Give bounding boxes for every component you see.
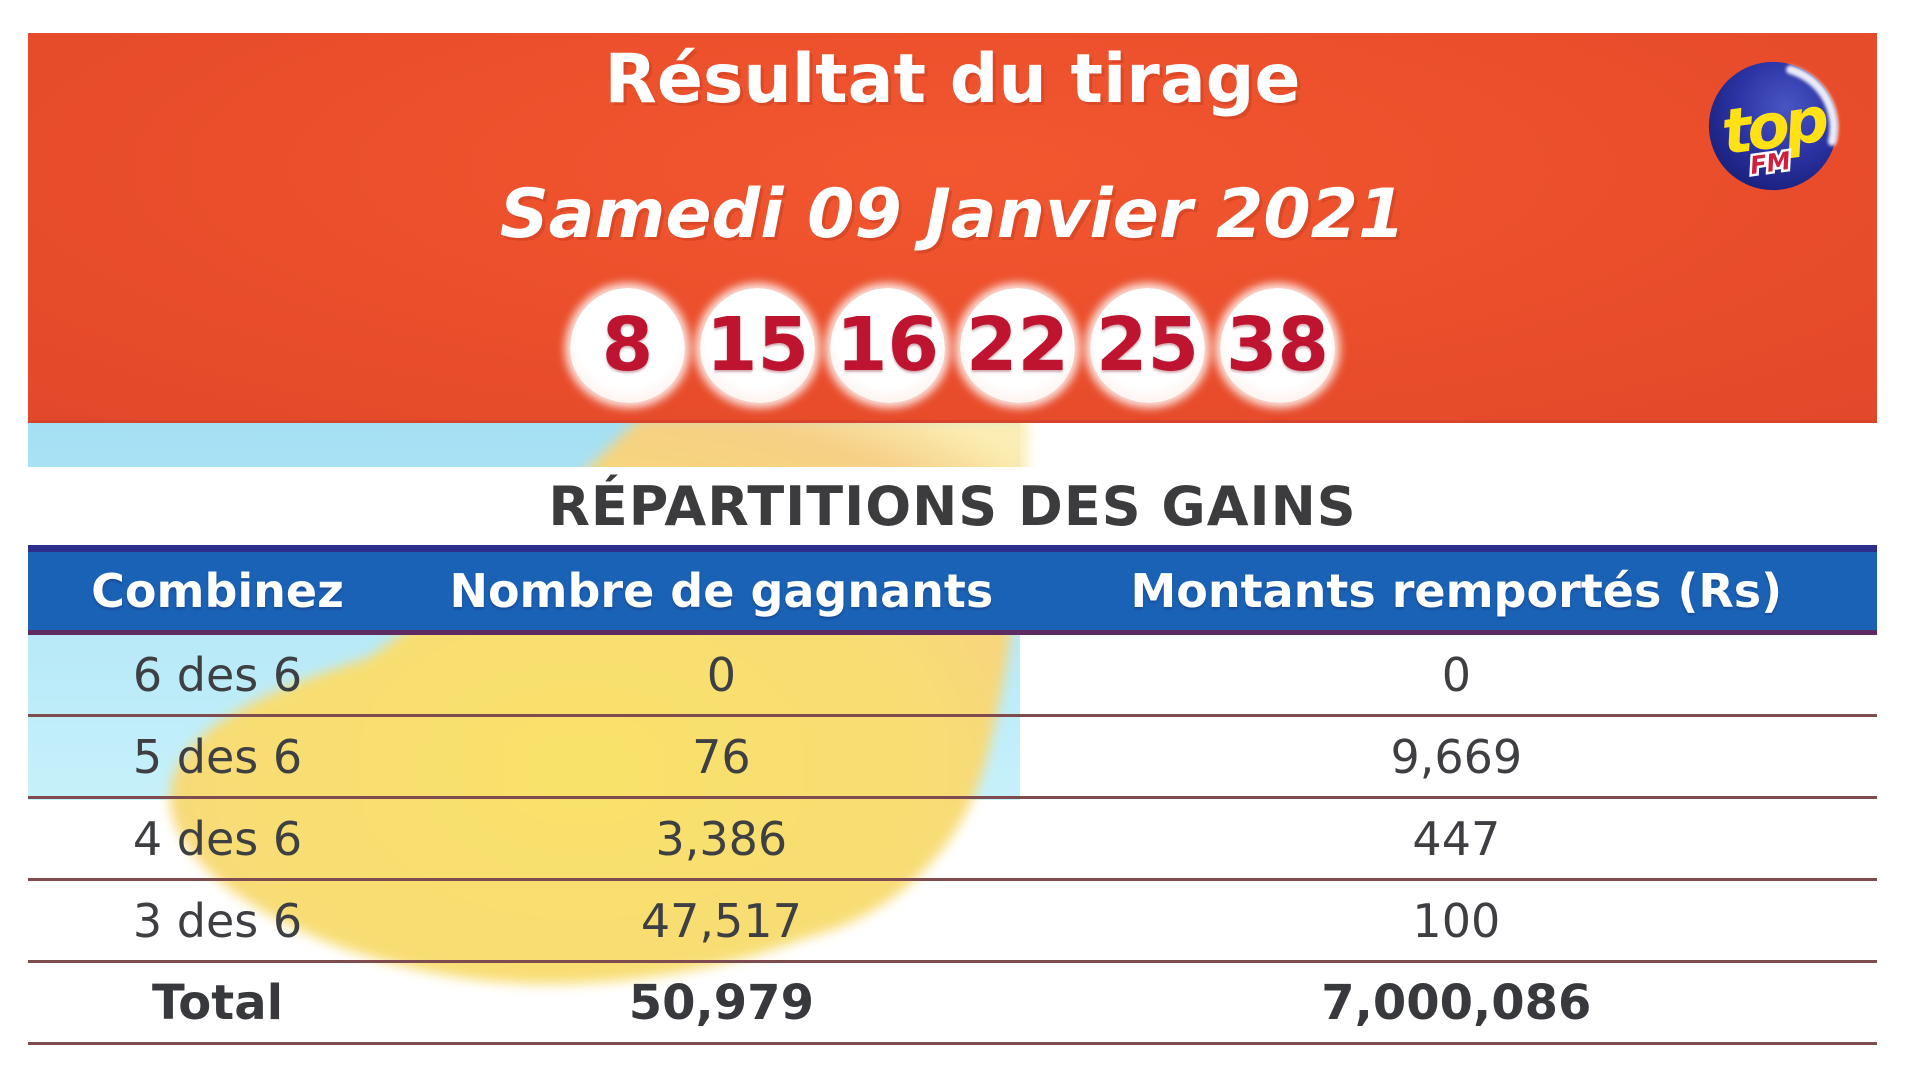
- draw-title: Résultat du tirage: [604, 40, 1301, 119]
- combo-label: 4 des 6: [132, 811, 303, 866]
- lottery-ball: 22: [960, 287, 1075, 403]
- amount-value: 100: [1412, 893, 1501, 948]
- row-separator: [28, 878, 1877, 881]
- logo-subtext: FM: [1748, 146, 1792, 180]
- lottery-ball: 38: [1220, 287, 1335, 403]
- row-separator: [28, 796, 1877, 799]
- amount-value: 0: [1441, 647, 1471, 702]
- table-row: 3 des 6 47,517 100: [28, 881, 1877, 960]
- table-row: 5 des 6 76 9,669: [28, 717, 1877, 796]
- combo-label: 5 des 6: [132, 729, 303, 784]
- ball-number: 22: [966, 302, 1069, 389]
- amount-value: 9,669: [1390, 729, 1523, 784]
- logo-text: top: [1717, 82, 1832, 169]
- gains-table: Combinez Nombre de gagnants Montants rem…: [28, 545, 1877, 1045]
- winners-value: 3,386: [655, 811, 788, 866]
- table-bottom-border: [28, 1042, 1877, 1045]
- draw-banner: Résultat du tirage Samedi 09 Janvier 202…: [28, 33, 1877, 423]
- topfm-logo: top FM: [1705, 58, 1841, 194]
- draw-date: Samedi 09 Janvier 2021: [499, 174, 1406, 254]
- gains-heading-band: RÉPARTITIONS DES GAINS: [28, 467, 1877, 545]
- table-row-total: Total 50,979 7,000,086: [28, 963, 1877, 1042]
- ball-number: 15: [706, 302, 809, 389]
- col-header-amounts: Montants remportés (Rs): [1130, 564, 1783, 618]
- table-row: 4 des 6 3,386 447: [28, 799, 1877, 878]
- table-row: 6 des 6 0 0: [28, 635, 1877, 714]
- lottery-ball: 8: [570, 287, 685, 403]
- total-label: Total: [151, 974, 284, 1031]
- ball-number: 16: [836, 302, 939, 389]
- col-header-winners: Nombre de gagnants: [449, 564, 994, 618]
- winners-value: 47,517: [640, 893, 802, 948]
- ball-number: 25: [1096, 302, 1199, 389]
- lottery-ball: 25: [1090, 287, 1205, 403]
- gains-heading: RÉPARTITIONS DES GAINS: [548, 474, 1357, 538]
- winners-value: 0: [706, 647, 736, 702]
- winners-value: 76: [692, 729, 751, 784]
- total-amount-value: 7,000,086: [1321, 974, 1592, 1031]
- row-separator: [28, 714, 1877, 717]
- row-separator: [28, 960, 1877, 963]
- ball-number: 8: [601, 302, 654, 389]
- topfm-logo-icon: top FM: [1708, 61, 1839, 191]
- lottery-ball: 15: [700, 287, 815, 403]
- logo-highlight: [1786, 65, 1839, 146]
- draw-numbers: 8 15 16 22 25 38: [28, 287, 1877, 403]
- combo-label: 3 des 6: [132, 893, 303, 948]
- gains-table-header: Combinez Nombre de gagnants Montants rem…: [28, 545, 1877, 635]
- col-header-combinez: Combinez: [91, 564, 344, 618]
- lottery-ball: 16: [830, 287, 945, 403]
- amount-value: 447: [1412, 811, 1501, 866]
- total-winners-value: 50,979: [628, 974, 814, 1031]
- ball-number: 38: [1226, 302, 1329, 389]
- combo-label: 6 des 6: [132, 647, 303, 702]
